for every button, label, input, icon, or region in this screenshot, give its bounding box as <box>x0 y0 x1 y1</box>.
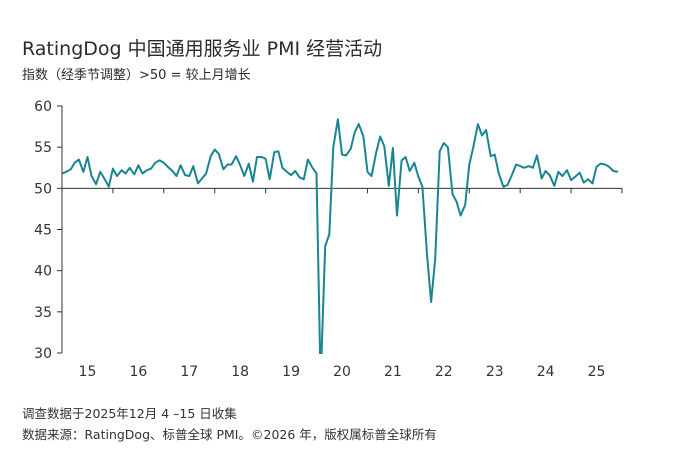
x-tick-label: 25 <box>588 364 606 380</box>
x-tick-label: 17 <box>180 364 198 380</box>
source-note: 数据来源：RatingDog、标普全球 PMI。©2026 年，版权属标普全球所… <box>22 427 437 442</box>
x-tick-label: 24 <box>537 364 555 380</box>
x-tick-label: 22 <box>435 364 453 380</box>
x-axis: 15 16 17 18 19 20 21 22 23 24 25 <box>61 187 623 380</box>
y-tick-label: 40 <box>34 264 52 280</box>
y-tick-label: 55 <box>34 140 52 156</box>
x-tick-label: 18 <box>231 364 249 380</box>
x-tick-label: 19 <box>282 364 300 380</box>
x-tick-label: 15 <box>79 364 97 380</box>
survey-date-note: 调查数据于2025年12月 4 –15 日收集 <box>22 406 237 421</box>
plot-area <box>61 118 619 354</box>
y-tick-label: 35 <box>34 305 52 321</box>
y-tick-label: 45 <box>34 223 52 239</box>
x-tick-label: 23 <box>486 364 504 380</box>
page-title: RatingDog 中国通用服务业 PMI 经营活动 <box>22 38 383 60</box>
y-tick-label: 50 <box>34 181 52 197</box>
y-tick-label: 60 <box>34 99 52 115</box>
y-axis: 60 55 50 45 40 35 30 <box>34 99 63 362</box>
x-tick-label: 16 <box>129 364 147 380</box>
chart-subtitle: 指数（经季节调整）>50 = 较上月增长 <box>22 68 251 83</box>
y-tick-label: 30 <box>34 346 52 362</box>
x-tick-label: 21 <box>384 364 402 380</box>
pmi-series-line <box>61 118 619 354</box>
pmi-line-chart: 60 55 50 45 40 35 30 15 16 17 18 19 20 21 22 23 24 25 <box>34 99 623 380</box>
x-tick-label: 20 <box>333 364 351 380</box>
